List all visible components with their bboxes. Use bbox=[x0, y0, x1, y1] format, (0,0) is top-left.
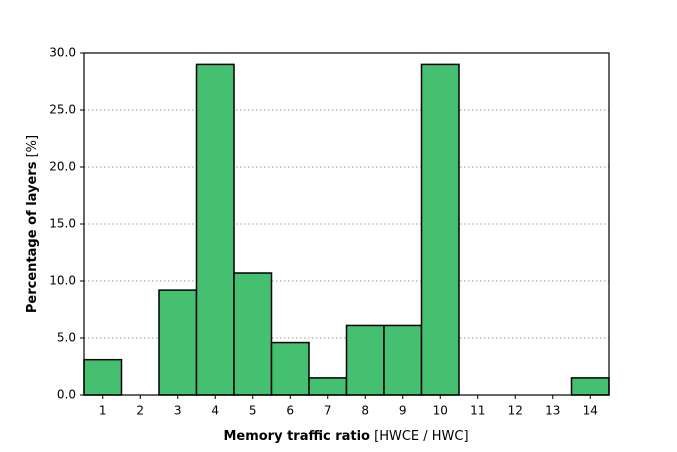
x-tick-label: 2 bbox=[136, 404, 144, 418]
bar bbox=[420, 63, 460, 396]
y-tick-label: 20.0 bbox=[49, 160, 76, 174]
x-tick-label: 6 bbox=[286, 404, 294, 418]
bar bbox=[270, 341, 310, 396]
y-axis-label: Percentage of layers [%] bbox=[25, 135, 40, 313]
plot-frame bbox=[83, 52, 610, 396]
x-label-main: Memory traffic ratio bbox=[223, 429, 370, 444]
x-tick-label: 4 bbox=[211, 404, 219, 418]
y-tick-label: 30.0 bbox=[49, 46, 76, 60]
y-label-unit: [%] bbox=[25, 135, 40, 158]
x-tick-label: 11 bbox=[470, 404, 485, 418]
x-axis-label: Memory traffic ratio [HWCE / HWC] bbox=[223, 429, 468, 444]
x-tick-label: 8 bbox=[361, 404, 369, 418]
y-tick-label: 25.0 bbox=[49, 103, 76, 117]
bar bbox=[383, 324, 423, 396]
x-tick-label: 13 bbox=[545, 404, 560, 418]
x-tick-label: 12 bbox=[508, 404, 523, 418]
y-tick-label: 10.0 bbox=[49, 274, 76, 288]
bar bbox=[345, 324, 385, 396]
x-tick-label: 1 bbox=[99, 404, 107, 418]
x-label-unit: [HWCE / HWC] bbox=[374, 429, 468, 444]
x-tick-label: 5 bbox=[249, 404, 257, 418]
bar bbox=[158, 289, 198, 396]
y-tick-label: 15.0 bbox=[49, 217, 76, 231]
x-tick-label: 7 bbox=[324, 404, 332, 418]
bar bbox=[570, 377, 610, 396]
bar bbox=[233, 272, 273, 396]
x-tick-label: 10 bbox=[433, 404, 448, 418]
y-label-main: Percentage of layers bbox=[25, 161, 40, 313]
y-tick-label: 0.0 bbox=[57, 388, 76, 402]
bar bbox=[308, 377, 348, 396]
x-tick-label: 9 bbox=[399, 404, 407, 418]
bar bbox=[83, 358, 123, 396]
x-tick-label: 14 bbox=[583, 404, 598, 418]
bar bbox=[195, 63, 235, 396]
x-tick-label: 3 bbox=[174, 404, 182, 418]
y-tick-label: 5.0 bbox=[57, 331, 76, 345]
